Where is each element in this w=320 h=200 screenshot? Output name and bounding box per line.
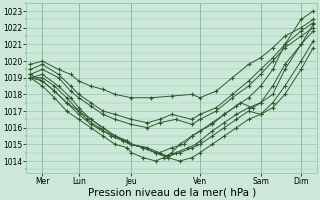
X-axis label: Pression niveau de la mer( hPa ): Pression niveau de la mer( hPa ) bbox=[88, 187, 256, 197]
